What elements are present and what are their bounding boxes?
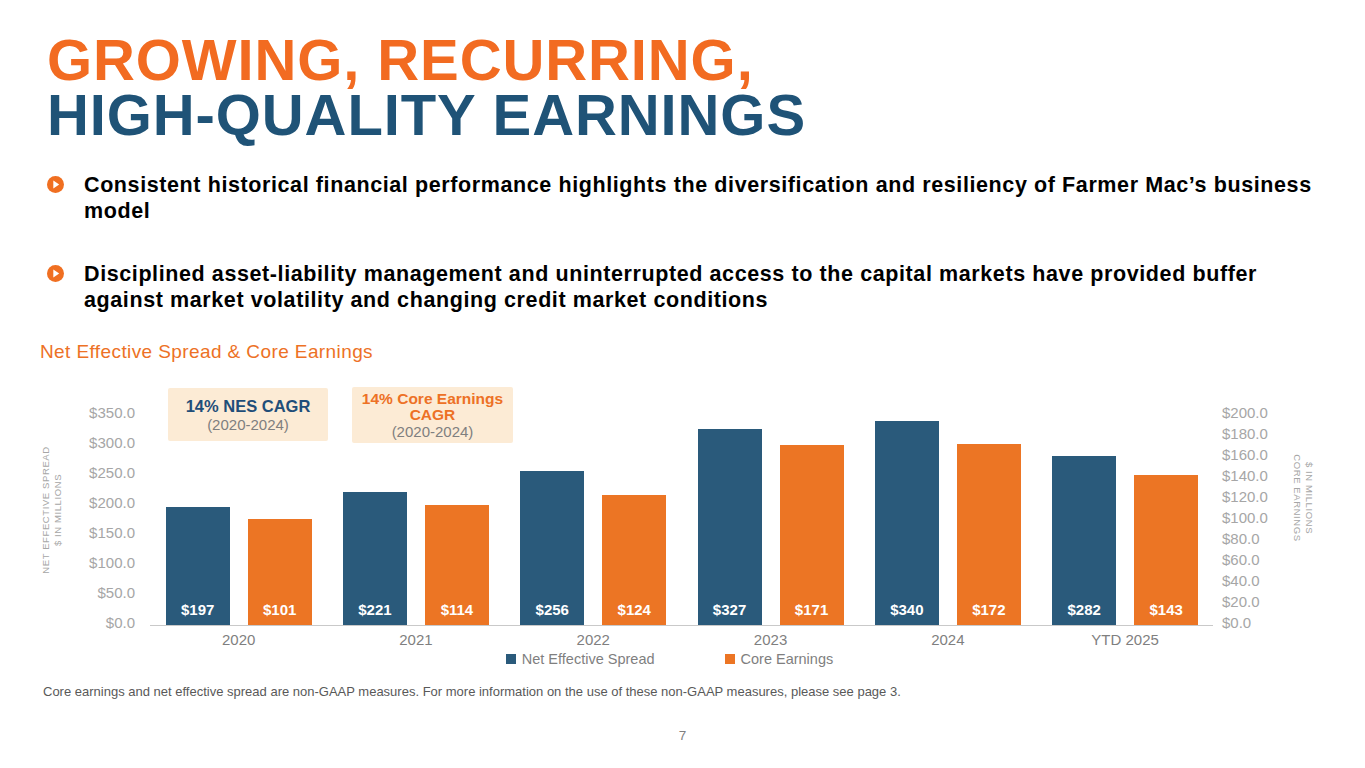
- bar-nes-2023: $327: [698, 429, 762, 625]
- legend-swatch: [506, 654, 516, 664]
- annotation-title2: CAGR: [352, 407, 513, 423]
- right-axis-tick: $60.0: [1222, 551, 1302, 569]
- bar-value-label: $114: [425, 601, 489, 618]
- bar-nes-2020: $197: [166, 507, 230, 625]
- slide-title-line1: GROWING, RECURRING,: [47, 32, 806, 87]
- right-axis-tick: $100.0: [1222, 509, 1302, 527]
- bar-core-2024: $172: [957, 444, 1021, 625]
- page-number: 7: [0, 728, 1365, 743]
- bar-nes-2022: $256: [520, 471, 584, 625]
- play-bullet-icon: [47, 176, 64, 193]
- right-axis-title-line2: $ IN MILLIONS: [1303, 393, 1315, 603]
- bar-value-label: $197: [166, 601, 230, 618]
- bar-core-YTD 2025: $143: [1134, 475, 1198, 625]
- category-label: YTD 2025: [1055, 631, 1195, 648]
- right-axis-tick: $140.0: [1222, 467, 1302, 485]
- bullet-text: Disciplined asset-liability management a…: [84, 261, 1279, 313]
- annotation-sub: (2020-2024): [168, 416, 328, 434]
- right-axis-tick: $120.0: [1222, 488, 1302, 506]
- slide-title: GROWING, RECURRING, HIGH-QUALITY EARNING…: [47, 32, 806, 142]
- left-axis-tick: $350.0: [0, 404, 135, 422]
- bar-nes-YTD 2025: $282: [1052, 456, 1116, 625]
- right-axis-tick: $180.0: [1222, 425, 1302, 443]
- annotation-nes-cagr: 14% NES CAGR (2020-2024): [168, 388, 328, 441]
- bar-core-2023: $171: [780, 445, 844, 625]
- right-axis-tick: $40.0: [1222, 572, 1302, 590]
- play-bullet-icon: [47, 265, 64, 282]
- bar-core-2022: $124: [602, 495, 666, 625]
- legend-label: Net Effective Spread: [522, 651, 655, 667]
- slide: GROWING, RECURRING, HIGH-QUALITY EARNING…: [0, 0, 1365, 768]
- annotation-sub: (2020-2024): [352, 423, 513, 440]
- right-axis-tick: $200.0: [1222, 404, 1302, 422]
- bar-value-label: $340: [875, 601, 939, 618]
- left-axis-tick: $300.0: [0, 434, 135, 452]
- left-axis-tick: $50.0: [0, 584, 135, 602]
- bar-value-label: $327: [698, 601, 762, 618]
- bar-core-2020: $101: [248, 519, 312, 625]
- category-label: 2021: [346, 631, 486, 648]
- right-axis-tick: $80.0: [1222, 530, 1302, 548]
- bar-nes-2024: $340: [875, 421, 939, 625]
- annotation-title: 14% Core Earnings: [352, 391, 513, 407]
- left-axis-tick: $250.0: [0, 464, 135, 482]
- left-axis-tick: $150.0: [0, 524, 135, 542]
- slide-title-line2: HIGH-QUALITY EARNINGS: [47, 87, 806, 142]
- bullet-item: Disciplined asset-liability management a…: [47, 261, 1329, 313]
- left-axis-tick: $100.0: [0, 554, 135, 572]
- x-axis-line: [150, 625, 1213, 626]
- category-label: 2023: [701, 631, 841, 648]
- bar-core-2021: $114: [425, 505, 489, 625]
- chart-heading: Net Effective Spread & Core Earnings: [40, 341, 373, 363]
- bullet-text: Consistent historical financial performa…: [84, 172, 1329, 224]
- left-axis-tick: $0.0: [0, 614, 135, 632]
- chart-legend: Net Effective Spread Core Earnings: [138, 651, 1201, 667]
- category-label: 2022: [523, 631, 663, 648]
- category-label: 2020: [169, 631, 309, 648]
- bar-value-label: $256: [520, 601, 584, 618]
- bullet-item: Consistent historical financial performa…: [47, 172, 1329, 224]
- right-axis-tick: $20.0: [1222, 593, 1302, 611]
- bar-value-label: $221: [343, 601, 407, 618]
- left-axis-tick: $200.0: [0, 494, 135, 512]
- annotation-title: 14% NES CAGR: [168, 396, 328, 416]
- bar-value-label: $282: [1052, 601, 1116, 618]
- bar-value-label: $172: [957, 601, 1021, 618]
- footnote: Core earnings and net effective spread a…: [43, 684, 901, 699]
- bullet-list: Consistent historical financial performa…: [47, 172, 1329, 350]
- right-axis-tick: $160.0: [1222, 446, 1302, 464]
- category-label: 2024: [878, 631, 1018, 648]
- bar-value-label: $101: [248, 601, 312, 618]
- legend-label: Core Earnings: [741, 651, 834, 667]
- annotation-core-cagr: 14% Core Earnings CAGR (2020-2024): [352, 387, 513, 443]
- legend-item: Core Earnings: [725, 651, 834, 667]
- right-axis-tick: $0.0: [1222, 614, 1302, 632]
- legend-item: Net Effective Spread: [506, 651, 655, 667]
- legend-swatch: [725, 654, 735, 664]
- bar-nes-2021: $221: [343, 492, 407, 625]
- bar-value-label: $124: [602, 601, 666, 618]
- bar-value-label: $143: [1134, 601, 1198, 618]
- bar-value-label: $171: [780, 601, 844, 618]
